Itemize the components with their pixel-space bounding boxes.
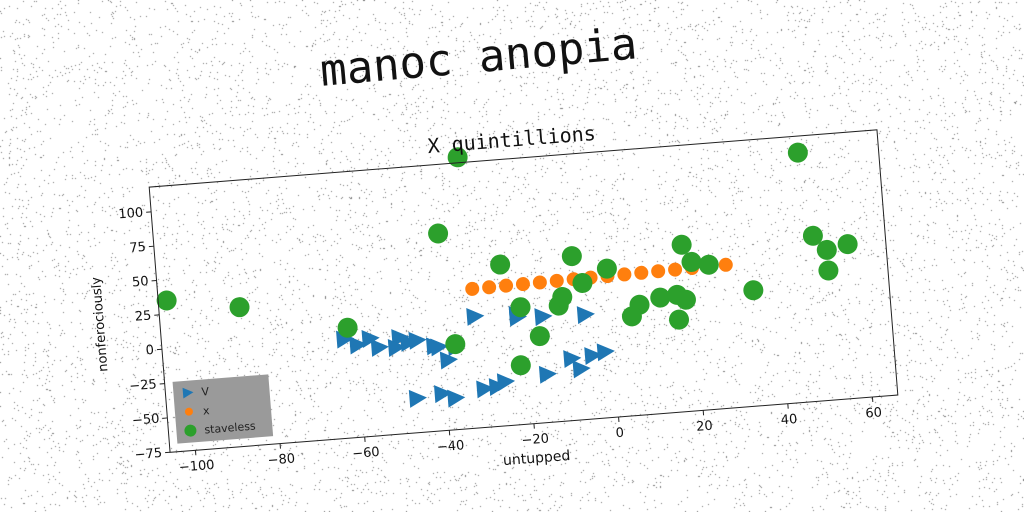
series-2-point-20	[675, 289, 696, 310]
y-tick-label-7: 100	[118, 205, 144, 222]
y-tick-label-6: 75	[129, 240, 147, 256]
ticks-layer: −100 −80 −60 −40 −20 0 20 40 60 −75 −50 −25 0 25 50 75 1…	[118, 205, 883, 476]
series-0-point-15	[370, 338, 389, 357]
series-0-point-17	[439, 351, 459, 370]
y-axis-label: nonferociously	[89, 276, 111, 372]
series-1-point-9	[617, 267, 632, 282]
x-tick-label-3: −40	[436, 438, 465, 455]
chart-title: X quintillions	[427, 121, 597, 158]
legend-marker-1	[184, 407, 193, 416]
series-1-point-10	[634, 265, 649, 280]
plot-group: −100 −80 −60 −40 −20 0 20 40 60 −75 −50 −25 0 25 50 75 1…	[89, 121, 899, 476]
series-2-point-17	[650, 287, 671, 308]
x-tick-label-5: 0	[615, 426, 624, 442]
x-tick-label-1: −80	[267, 452, 296, 469]
series-2-point-0	[156, 290, 177, 311]
x-axis-label: untupped	[502, 448, 570, 469]
series-2-point-1	[229, 297, 250, 318]
series-0-point-11	[584, 347, 603, 366]
legend-marker-0	[182, 387, 194, 399]
series-0-point-25	[596, 343, 615, 362]
series-2-point-7	[445, 334, 466, 355]
series-0-point-0	[336, 330, 355, 349]
series-0-point-16	[387, 339, 406, 357]
series-2-point-11	[552, 286, 573, 307]
series-2-point-13	[572, 272, 593, 293]
series-0-point-10	[576, 306, 595, 325]
series-2-point-3	[337, 317, 358, 338]
series-2-point-9	[529, 326, 550, 347]
y-tick-label-1: −50	[131, 412, 160, 429]
x-tick-label-2: −60	[352, 445, 381, 462]
series-0-point-2	[349, 336, 368, 355]
series-0-point-9	[534, 308, 553, 327]
x-tick-label-7: 40	[780, 412, 798, 428]
series-1-point-15	[718, 257, 733, 272]
series-0-point-7	[466, 307, 485, 326]
legend-box	[172, 374, 274, 444]
series-2-point-22	[681, 251, 702, 272]
series-2-point-24	[743, 280, 764, 301]
series-0-point-14	[425, 337, 445, 356]
legend-label-1: x	[202, 404, 210, 418]
series-0-point-21	[476, 380, 495, 399]
series-1-point-0	[465, 281, 480, 296]
series-1-point-2	[499, 278, 514, 293]
series-2-point-4	[428, 223, 449, 244]
series-1-point-5	[549, 273, 564, 288]
series-2-point-16	[621, 306, 642, 327]
legend-label-0: V	[201, 385, 210, 399]
series-2-point-30	[510, 355, 531, 376]
x-tick-label-8: 60	[865, 405, 883, 421]
x-tick-label-4: −20	[521, 432, 550, 449]
points-layer	[156, 142, 858, 408]
series-1-point-12	[668, 262, 683, 277]
legend-marker-2	[184, 424, 197, 437]
y-tick-label-4: 25	[134, 309, 152, 325]
series-2-point-27	[816, 239, 837, 260]
series-2-point-8	[510, 297, 531, 318]
series-0-point-22	[488, 378, 507, 397]
series-0-point-20	[447, 389, 466, 408]
series-1-point-11	[651, 264, 666, 279]
series-0-point-18	[408, 389, 427, 408]
series-2-point-26	[802, 225, 823, 246]
y-tick-label-3: 0	[145, 343, 154, 359]
series-0-point-27	[496, 373, 516, 392]
series-2-point-6	[490, 254, 511, 275]
y-tick-label-0: −75	[134, 446, 163, 463]
series-1-point-1	[482, 280, 497, 295]
legend-label-2: staveless	[204, 419, 256, 436]
series-0-point-19	[433, 385, 453, 404]
series-2-point-14	[596, 258, 617, 279]
y-tick-label-5: 50	[132, 274, 150, 290]
series-1-point-4	[532, 275, 547, 290]
x-tick-label-6: 20	[696, 419, 714, 435]
series-2-point-19	[669, 309, 690, 330]
series-0-point-24	[572, 360, 591, 379]
y-tick-label-2: −25	[129, 377, 158, 394]
series-0-point-23	[538, 365, 558, 384]
series-2-point-21	[671, 234, 692, 255]
series-0-point-12	[563, 350, 582, 369]
series-0-point-4	[408, 331, 427, 350]
series-2-point-23	[698, 254, 719, 275]
series-1-point-3	[515, 277, 530, 292]
series-2-point-12	[561, 246, 582, 267]
series-2-point-28	[837, 234, 858, 255]
series-2-point-29	[818, 260, 839, 281]
x-tick-label-0: −100	[178, 458, 215, 476]
series-2-point-25	[787, 142, 808, 163]
series-0-point-1	[361, 330, 380, 348]
